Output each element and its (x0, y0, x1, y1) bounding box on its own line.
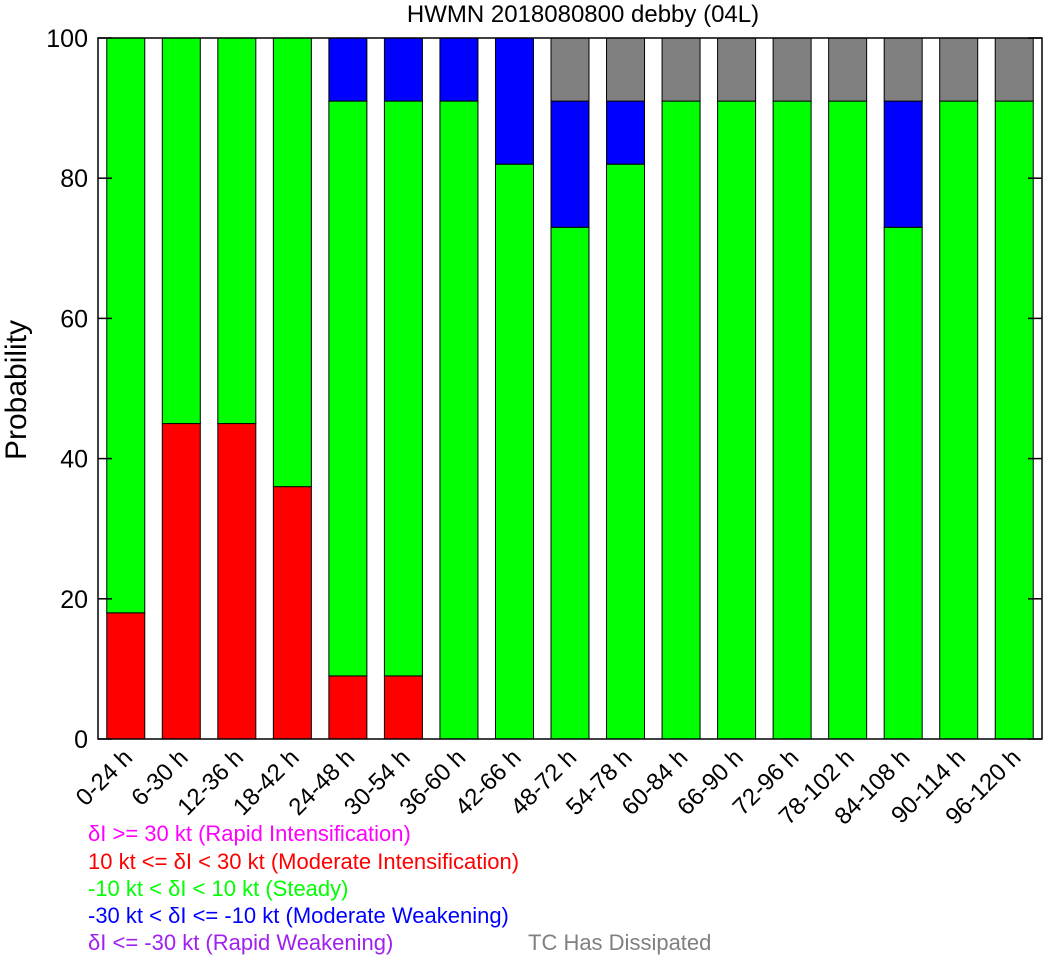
bar-segment-90-114h-s5 (939, 37, 979, 102)
bar-segment-84-108h-s3 (883, 100, 923, 228)
bar-segment-18-42h-s1 (272, 486, 312, 740)
bar-segment-6-30h-s1 (161, 423, 201, 740)
plot-frame (97, 37, 1043, 740)
bar-segment-30-54h-s1 (383, 675, 423, 740)
y-tick-label: 60 (60, 305, 88, 333)
bar-segment-90-114h-s2 (939, 100, 979, 740)
bar-segment-36-60h-s2 (439, 100, 479, 740)
y-tick-label: 20 (60, 586, 88, 614)
bar-segment-78-102h-s5 (828, 37, 868, 102)
bar-segment-6-30h-s2 (161, 37, 201, 425)
bar-segment-54-78h-s5 (606, 37, 646, 102)
x-tick-labels: 0-24 h6-30 h12-36 h18-42 h24-48 h30-54 h… (71, 744, 1027, 830)
bar-segment-42-66h-s2 (494, 163, 534, 740)
bar-segment-66-90h-s2 (717, 100, 757, 740)
bar-segment-24-48h-s3 (328, 37, 368, 102)
y-tick-label: 40 (60, 446, 88, 474)
bar-segment-66-90h-s5 (717, 37, 757, 102)
bar-segment-78-102h-s2 (828, 100, 868, 740)
bar-segment-18-42h-s2 (272, 37, 312, 488)
bar-segment-60-84h-s5 (661, 37, 701, 102)
legend-rapid-intensification: δI >= 30 kt (Rapid Intensification) (88, 821, 411, 846)
bar-segment-24-48h-s2 (328, 100, 368, 677)
y-tick-label: 0 (74, 726, 88, 754)
bar-segment-12-36h-s1 (217, 423, 257, 740)
bar-segment-48-72h-s3 (550, 100, 590, 228)
bar-segment-96-120h-s2 (994, 100, 1034, 740)
legend-steady: -10 kt < δI < 10 kt (Steady) (88, 876, 349, 901)
bar-segment-0-24h-s1 (106, 612, 146, 740)
bar-segment-30-54h-s2 (383, 100, 423, 677)
bar-segment-12-36h-s2 (217, 37, 257, 425)
bar-segment-0-24h-s2 (106, 37, 146, 614)
bar-segment-30-54h-s3 (383, 37, 423, 102)
bar-segment-42-66h-s3 (494, 37, 534, 165)
chart-title: HWMN 2018080800 debby (04L) (407, 1, 759, 28)
y-axis-label: Probability (0, 320, 33, 460)
bar-segment-60-84h-s2 (661, 100, 701, 740)
legend-tc-dissipated: TC Has Dissipated (528, 930, 712, 955)
bar-segment-36-60h-s3 (439, 37, 479, 102)
legend-moderate-weakening: -30 kt < δI <= -10 kt (Moderate Weakenin… (88, 903, 509, 928)
y-tick-label: 100 (46, 25, 88, 53)
y-tick-label: 80 (60, 165, 88, 193)
bar-segment-54-78h-s2 (606, 163, 646, 740)
x-tick-label: 0-24 h (71, 744, 138, 811)
bar-segment-84-108h-s5 (883, 37, 923, 102)
bar-segment-96-120h-s5 (994, 37, 1034, 102)
ticks-layer: 0 20 40 60 80 100 (46, 25, 1042, 754)
bar-segment-72-96h-s2 (772, 100, 812, 740)
bar-segment-48-72h-s5 (550, 37, 590, 102)
bars-layer (106, 37, 1034, 740)
bar-segment-84-108h-s2 (883, 226, 923, 740)
legend-moderate-intensification: 10 kt <= δI < 30 kt (Moderate Intensific… (88, 849, 520, 874)
bar-segment-24-48h-s1 (328, 675, 368, 740)
bar-segment-48-72h-s2 (550, 226, 590, 740)
legend-rapid-weakening: δI <= -30 kt (Rapid Weakening) (88, 930, 394, 955)
bar-segment-54-78h-s3 (606, 100, 646, 165)
bar-segment-72-96h-s5 (772, 37, 812, 102)
